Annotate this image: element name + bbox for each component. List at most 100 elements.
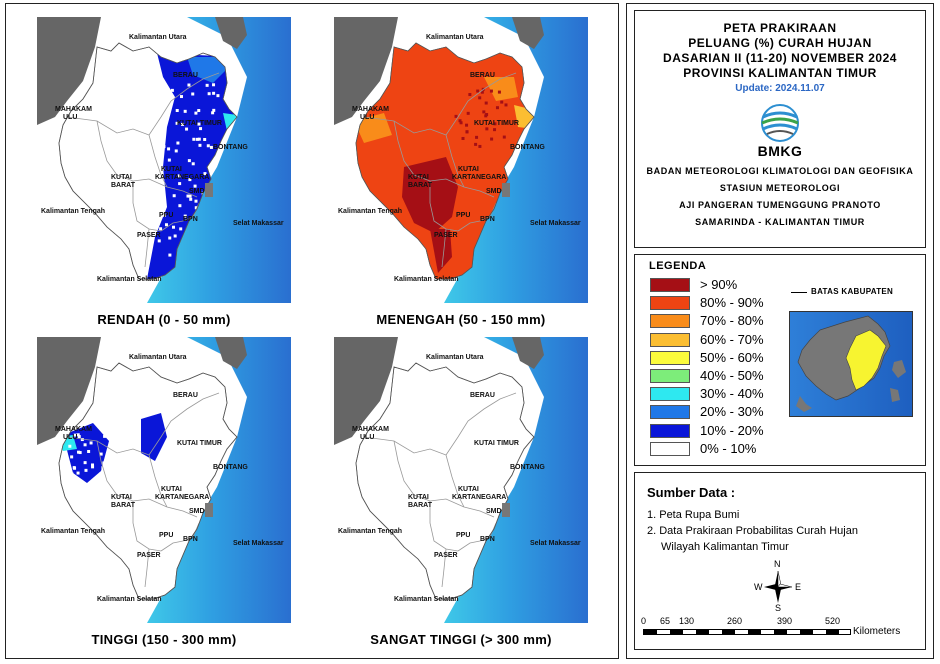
scale-unit: Kilometers <box>853 626 901 637</box>
district-border <box>96 120 168 188</box>
speckle <box>77 450 81 454</box>
speckle <box>191 162 195 166</box>
place-label: KARTANEGARA <box>452 174 506 181</box>
speckle <box>149 133 153 137</box>
speckle <box>485 113 489 117</box>
place-label: Kalimantan Utara <box>426 34 484 41</box>
district-border <box>96 440 168 508</box>
speckle <box>497 90 501 94</box>
place-label: Kalimantan Tengah <box>338 528 402 535</box>
scale-tick-130: 130 <box>679 616 695 626</box>
place-label: KUTAI <box>161 486 182 493</box>
speckle <box>159 84 163 88</box>
speckle <box>476 89 480 93</box>
place-label: Kalimantan Tengah <box>41 208 105 215</box>
neighbor-land <box>215 17 247 49</box>
speckle <box>91 465 95 469</box>
speckle <box>163 92 167 96</box>
speckle <box>154 90 158 94</box>
legend-label: 60% - 70% <box>700 331 764 347</box>
speckle <box>502 135 506 139</box>
district-border <box>479 522 497 542</box>
district-border <box>148 72 220 136</box>
place-label: PPU <box>456 532 470 539</box>
speckle <box>199 127 203 131</box>
place-label: KUTAI <box>408 174 429 181</box>
place-label: BARAT <box>408 502 433 509</box>
place-label: BONTANG <box>510 144 545 151</box>
speckle <box>151 214 155 218</box>
inset-map <box>789 311 913 417</box>
speckle <box>192 137 196 141</box>
place-label: Kalimantan Selatan <box>97 276 162 283</box>
speckle <box>459 121 463 125</box>
speckle <box>465 123 469 127</box>
district-border <box>429 501 459 552</box>
place-label: SMD <box>486 508 502 515</box>
speckle <box>147 146 151 150</box>
title-line-2: PELUANG (%) CURAH HUJAN <box>688 36 872 50</box>
legend-swatch <box>650 278 690 292</box>
agency-line-1: BADAN METEOROLOGI KLIMATOLOGI DAN GEOFIS… <box>646 166 914 176</box>
speckle <box>172 194 176 198</box>
legend-swatch <box>650 332 690 347</box>
title-box: PETA PRAKIRAAN PELUANG (%) CURAH HUJAN D… <box>634 10 926 248</box>
speckle <box>155 217 159 221</box>
legend-label: 50% - 60% <box>700 349 764 365</box>
speckle <box>80 438 84 442</box>
speckle <box>178 182 182 186</box>
speckle <box>500 100 504 104</box>
speckle <box>175 121 179 125</box>
speckle <box>209 145 213 149</box>
speckle <box>70 455 74 459</box>
speckle <box>466 111 470 115</box>
place-label: Kalimantan Tengah <box>41 528 105 535</box>
speckle <box>173 234 177 238</box>
speckle <box>170 88 174 92</box>
speckle <box>76 471 80 475</box>
bmkg-logo: BMKG <box>750 103 810 161</box>
caption-sangat-tinggi: SANGAT TINGGI (> 300 mm) <box>370 632 552 647</box>
bmkg-logo-icon <box>761 104 799 142</box>
legend-swatch <box>650 387 690 402</box>
place-label: BPN <box>480 536 495 543</box>
province-outline <box>355 362 535 600</box>
prob-area <box>187 57 227 83</box>
place-label: MAHAKAM <box>352 106 389 113</box>
district-border <box>441 228 447 268</box>
district-border <box>441 548 447 588</box>
scale-ticks: 0 65 130 260 390 520 <box>641 616 921 628</box>
agency-line-3: AJI PANGERAN TUMENGGUNG PRANOTO <box>679 200 881 210</box>
district-border <box>144 228 150 268</box>
speckle <box>207 92 211 96</box>
place-label: KUTAI <box>111 494 132 501</box>
place-label: KARTANEGARA <box>155 174 209 181</box>
smd-area <box>502 183 510 197</box>
map-sangat-tinggi[interactable]: Kalimantan Utara BERAU MAHAKAM ULU KUTAI TIM… <box>334 337 588 623</box>
speckle <box>167 147 171 151</box>
place-label: KUTAI <box>408 494 429 501</box>
speckle <box>212 91 216 95</box>
speckle <box>495 106 499 110</box>
district-border <box>144 548 150 588</box>
district-border <box>132 501 162 552</box>
source-item-1: 1. Peta Rupa Bumi <box>647 509 740 521</box>
speckle <box>194 111 198 115</box>
speckle <box>197 137 201 141</box>
source-item-2b: Wilayah Kalimantan Timur <box>661 541 789 553</box>
prob-area <box>430 229 452 273</box>
speckle <box>475 135 479 139</box>
place-label: KUTAI TIMUR <box>177 120 222 127</box>
place-label: SMD <box>486 188 502 195</box>
speckle <box>183 109 187 113</box>
map-menengah[interactable]: Kalimantan Utara BERAU MAHAKAM ULU KUTAI TIM… <box>334 17 588 303</box>
speckle <box>485 127 489 131</box>
map-tinggi[interactable]: Kalimantan Utara BERAU MAHAKAM ULU KUTAI TIM… <box>37 337 291 623</box>
title-line-4: PROVINSI KALIMANTAN TIMUR <box>683 66 877 80</box>
speckle <box>493 128 497 132</box>
place-label: Selat Makassar <box>530 540 581 547</box>
speckle <box>490 137 494 141</box>
map-rendah[interactable]: Kalimantan Utara BERAU MAHAKAM ULU KUTAI TIM… <box>37 17 291 303</box>
speckle <box>493 122 497 126</box>
speckle <box>484 101 488 105</box>
